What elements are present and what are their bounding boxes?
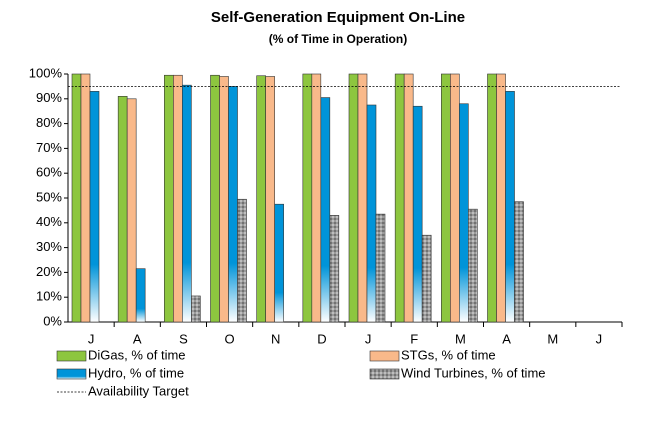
bar [71,73,82,323]
bar [487,73,497,323]
x-tick-label: A [133,331,142,346]
bar [219,76,229,323]
y-tick-label: 40% [36,214,62,229]
bar [348,73,359,323]
bar [320,97,331,323]
y-tick-label: 60% [36,165,62,180]
x-tick-label: O [225,331,235,346]
bar [117,96,128,323]
bar [394,73,405,323]
bar [164,74,174,323]
legend-swatch [369,350,400,362]
legend-label: Availability Target [88,383,189,398]
bar [366,104,377,323]
bar [191,295,201,323]
bar [228,86,238,323]
bar [135,268,146,323]
bar [459,103,469,323]
y-tick-label: 50% [36,189,62,204]
bar [450,73,460,323]
legend-swatch [56,368,87,380]
legend-label: Wind Turbines, % of time [401,365,546,380]
bar [173,74,183,323]
bar [357,73,368,323]
bar [441,73,451,323]
legend-label: DiGas, % of time [88,347,186,362]
x-tick-label: A [502,331,511,346]
bar [496,73,506,323]
y-tick-label: 70% [36,140,62,155]
chart-subtitle: (% of Time in Operation) [269,32,407,46]
bar [421,234,432,323]
x-tick-label: M [455,331,466,346]
bar [80,73,91,323]
y-tick-label: 90% [36,90,62,105]
bar [375,213,386,323]
y-tick-label: 0% [43,313,62,328]
legend-swatch [369,368,400,380]
bar [505,91,515,323]
bar [237,198,247,323]
bar [468,208,478,323]
bar [210,74,220,323]
bar [403,73,414,323]
bar [265,76,275,323]
x-tick-label: S [179,331,188,346]
x-tick-label: J [365,331,372,346]
bar [514,201,524,323]
legend-swatch [56,350,87,362]
x-tick-label: D [317,331,326,346]
bar [182,84,192,323]
y-tick-label: 80% [36,115,62,130]
x-tick-label: F [410,331,418,346]
y-tick-label: 20% [36,264,62,279]
y-tick-label: 10% [36,289,62,304]
bar [311,73,322,323]
x-tick-label: M [547,331,558,346]
legend-label: Hydro, % of time [88,365,184,380]
legend-label: STGs, % of time [401,347,496,362]
bar [412,105,423,323]
x-tick-label: J [88,331,95,346]
bar [302,73,313,323]
bar [256,75,266,323]
bar [89,91,100,323]
bar [126,98,137,323]
bar [329,215,340,323]
y-tick-label: 30% [36,239,62,254]
x-tick-label: J [596,331,603,346]
bar [274,203,284,323]
y-tick-label: 100% [29,65,63,80]
chart-title: Self-Generation Equipment On-Line [211,9,465,26]
x-tick-label: N [271,331,280,346]
